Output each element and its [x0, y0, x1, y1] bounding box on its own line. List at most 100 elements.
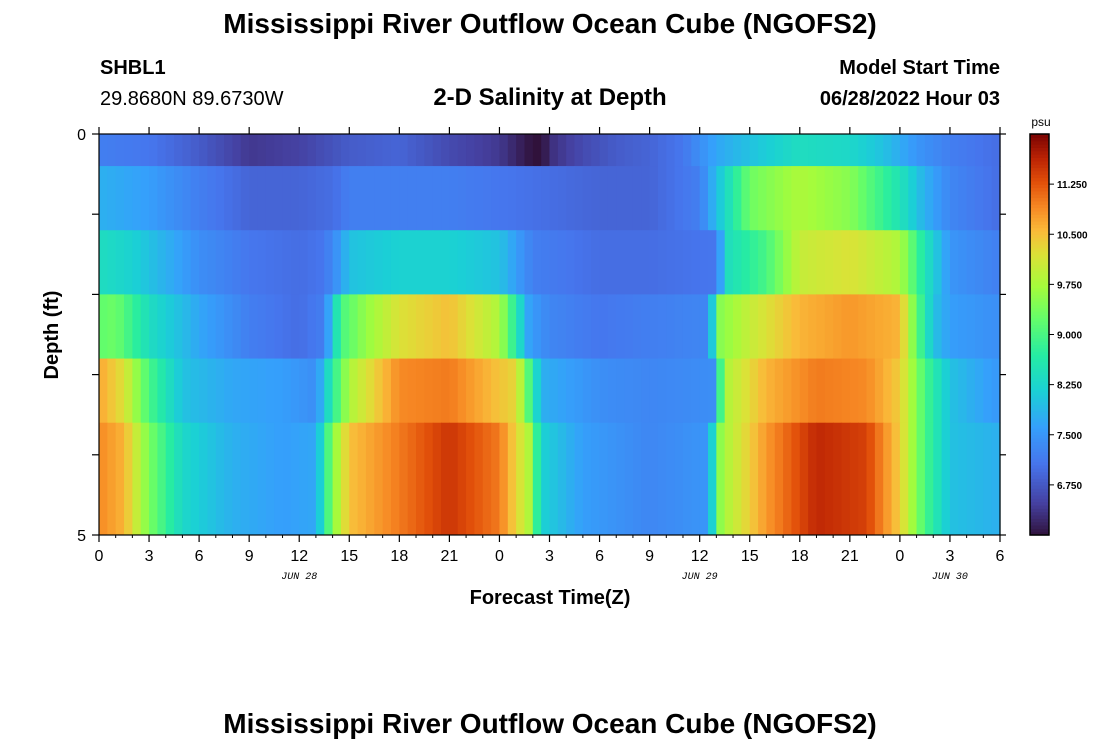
heatmap-cell [157, 230, 167, 295]
heatmap-cell [657, 422, 667, 536]
heatmap-cell [332, 294, 342, 360]
heatmap-cell [424, 230, 434, 295]
colorbar-segment [1030, 458, 1049, 463]
heatmap-cell [441, 230, 450, 295]
heatmap-cell [733, 230, 742, 295]
heatmap-cell [649, 358, 659, 424]
heatmap-cell [891, 166, 901, 231]
heatmap-cell [841, 422, 851, 536]
x-tick-label: 6 [996, 548, 1005, 565]
heatmap-cell [324, 134, 334, 167]
heatmap-cell [374, 358, 384, 424]
heatmap-cell [641, 422, 651, 536]
heatmap-cell [924, 230, 934, 295]
heatmap-cell [916, 134, 926, 167]
heatmap-cell [124, 230, 133, 295]
heatmap-cell [282, 294, 292, 360]
heatmap-cell [249, 422, 259, 536]
heatmap-cell [257, 422, 267, 536]
heatmap-cell [774, 358, 784, 424]
heatmap-cell [849, 294, 859, 360]
heatmap-cell [215, 134, 225, 167]
heatmap-cell [307, 134, 317, 167]
heatmap-cell [657, 134, 667, 167]
heatmap-cell [416, 134, 425, 167]
heatmap-cell [157, 166, 167, 231]
heatmap-cell [474, 422, 484, 536]
heatmap-cell [958, 134, 968, 167]
y-tick-label: 5 [77, 528, 86, 545]
heatmap-cell [165, 230, 175, 295]
colorbar-segment [1030, 478, 1049, 483]
heatmap-cell [774, 134, 784, 167]
heatmap-cell [240, 166, 250, 231]
heatmap-cell [290, 166, 300, 231]
heatmap-cell [382, 134, 392, 167]
heatmap-cell [516, 166, 526, 231]
heatmap-cell [324, 422, 334, 536]
heatmap-cell [749, 166, 759, 231]
colorbar-segment [1030, 317, 1049, 322]
heatmap-cell [682, 166, 692, 231]
heatmap-cell [407, 134, 417, 167]
heatmap-cell [290, 422, 300, 536]
x-tick-label: 6 [195, 548, 204, 565]
heatmap-cell [449, 294, 459, 360]
heatmap-cell [232, 134, 242, 167]
heatmap-cell [516, 230, 526, 295]
heatmap-cell [591, 358, 601, 424]
colorbar-segment [1030, 137, 1049, 142]
colorbar-segment [1030, 324, 1049, 329]
colorbar-tick-label: 10.500 [1057, 230, 1088, 241]
heatmap-cell [474, 134, 484, 167]
colorbar-segment [1030, 147, 1049, 152]
heatmap-cell [549, 166, 559, 231]
heatmap-cell [199, 230, 209, 295]
heatmap-cell [249, 166, 259, 231]
heatmap-cell [791, 134, 801, 167]
heatmap-cell [215, 230, 225, 295]
heatmap-cell [816, 422, 826, 536]
colorbar-segment [1030, 438, 1049, 443]
heatmap-cell [916, 294, 926, 360]
heatmap-cell [599, 230, 609, 295]
heatmap-cell [474, 358, 484, 424]
colorbar-segment [1030, 271, 1049, 275]
heatmap-cell [682, 358, 692, 424]
heatmap-cell [783, 166, 793, 231]
heatmap-cell [816, 166, 826, 231]
heatmap-cell [457, 230, 467, 295]
heatmap-cell [966, 358, 976, 424]
colorbar-segment [1030, 384, 1049, 389]
heatmap-cell [491, 422, 501, 536]
heatmap-cell [507, 134, 517, 167]
footer-title: Mississippi River Outflow Ocean Cube (NG… [223, 708, 877, 739]
heatmap-cell [607, 166, 617, 231]
heatmap-cell [499, 422, 509, 536]
heatmap-cell [482, 134, 492, 167]
x-tick-label: 3 [545, 548, 554, 565]
heatmap-cell [524, 230, 534, 295]
heatmap-cells [99, 134, 1001, 536]
colorbar-segment [1030, 167, 1049, 172]
heatmap-cell [741, 166, 751, 231]
colorbar-segment [1030, 344, 1049, 349]
heatmap-cell [140, 422, 150, 536]
heatmap-cell [124, 166, 133, 231]
heatmap-cell [257, 358, 267, 424]
heatmap-cell [199, 358, 209, 424]
heatmap-cell [174, 422, 184, 536]
heatmap-cell [924, 294, 934, 360]
heatmap-cell [924, 358, 934, 424]
heatmap-cell [891, 422, 901, 536]
heatmap-cell [649, 230, 659, 295]
heatmap-cell [582, 230, 592, 295]
heatmap-cell [357, 166, 367, 231]
heatmap-cell [299, 230, 309, 295]
heatmap-cell [591, 422, 601, 536]
heatmap-cell [274, 134, 284, 167]
heatmap-cell [215, 166, 225, 231]
heatmap-cell [457, 134, 467, 167]
colorbar-segment [1030, 217, 1049, 222]
colorbar-segment [1030, 418, 1049, 422]
